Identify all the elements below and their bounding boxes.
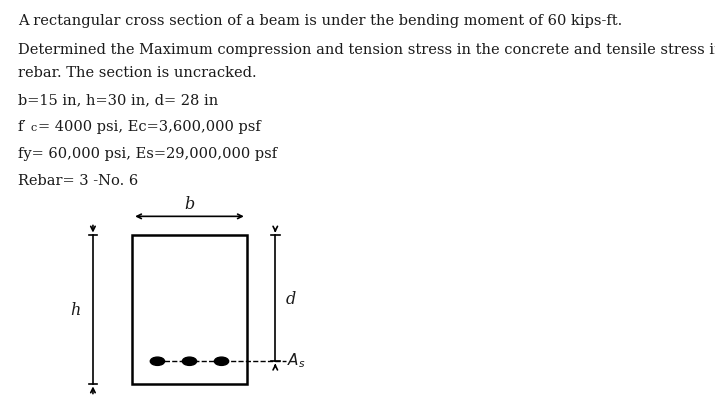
Text: Rebar= 3 -No. 6: Rebar= 3 -No. 6 <box>18 173 138 188</box>
Text: A rectangular cross section of a beam is under the bending moment of 60 kips-ft.: A rectangular cross section of a beam is… <box>18 14 622 28</box>
Text: h: h <box>70 301 80 318</box>
Circle shape <box>214 357 229 366</box>
Text: fy= 60,000 psi, Es=29,000,000 psf: fy= 60,000 psi, Es=29,000,000 psf <box>18 147 277 161</box>
Text: b: b <box>184 196 194 213</box>
Text: d: d <box>286 290 296 307</box>
Text: f′: f′ <box>18 120 26 134</box>
Bar <box>132 235 247 384</box>
Text: b=15 in, h=30 in, d= 28 in: b=15 in, h=30 in, d= 28 in <box>18 93 218 107</box>
Text: = 4000 psi, Ec=3,600,000 psf: = 4000 psi, Ec=3,600,000 psf <box>38 120 261 134</box>
Text: $A_s$: $A_s$ <box>287 350 306 369</box>
Circle shape <box>182 357 197 366</box>
Text: c: c <box>31 123 37 133</box>
Text: Determined the Maximum compression and tension stress in the concrete and tensil: Determined the Maximum compression and t… <box>18 43 715 57</box>
Circle shape <box>150 357 164 366</box>
Text: rebar. The section is uncracked.: rebar. The section is uncracked. <box>18 66 257 80</box>
